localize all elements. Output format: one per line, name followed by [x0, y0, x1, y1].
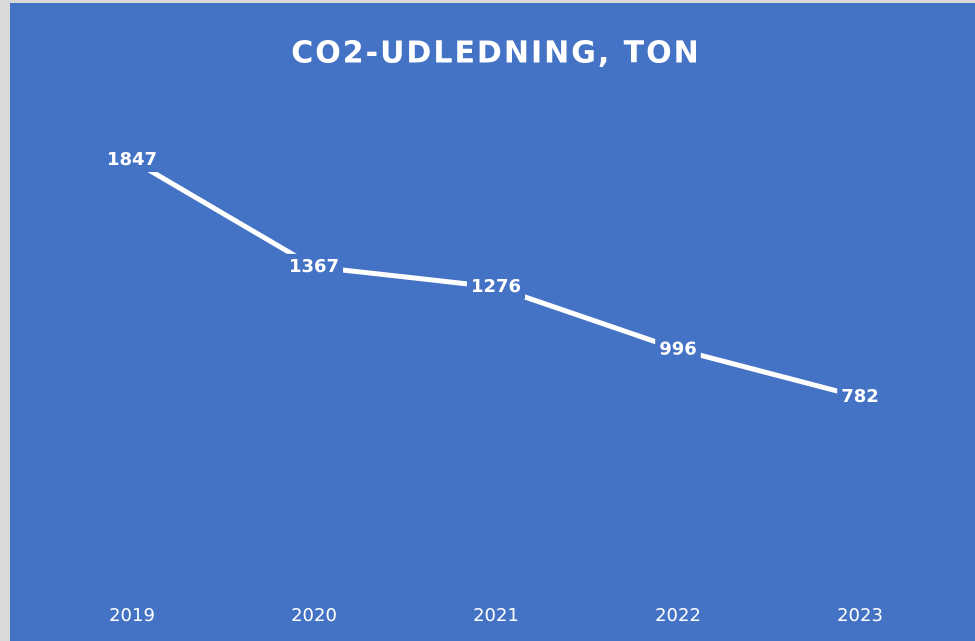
data-label: 1847 — [107, 149, 157, 170]
x-tick-label: 2023 — [837, 605, 883, 626]
data-label-background — [655, 336, 701, 362]
data-label-background — [102, 147, 162, 173]
x-tick-label: 2020 — [291, 605, 337, 626]
chart-title: CO2-UDLEDNING, TON — [291, 36, 701, 71]
data-label-background — [837, 384, 883, 410]
data-label-background — [284, 253, 344, 279]
data-label: 996 — [659, 338, 697, 359]
x-tick-label: 2021 — [473, 605, 519, 626]
data-label-background — [466, 274, 526, 300]
data-label: 782 — [841, 386, 879, 407]
data-label: 1367 — [289, 256, 339, 277]
x-tick-label: 2022 — [655, 605, 701, 626]
x-tick-label: 2019 — [109, 605, 155, 626]
chart-background — [10, 3, 975, 641]
data-label: 1276 — [471, 276, 521, 297]
